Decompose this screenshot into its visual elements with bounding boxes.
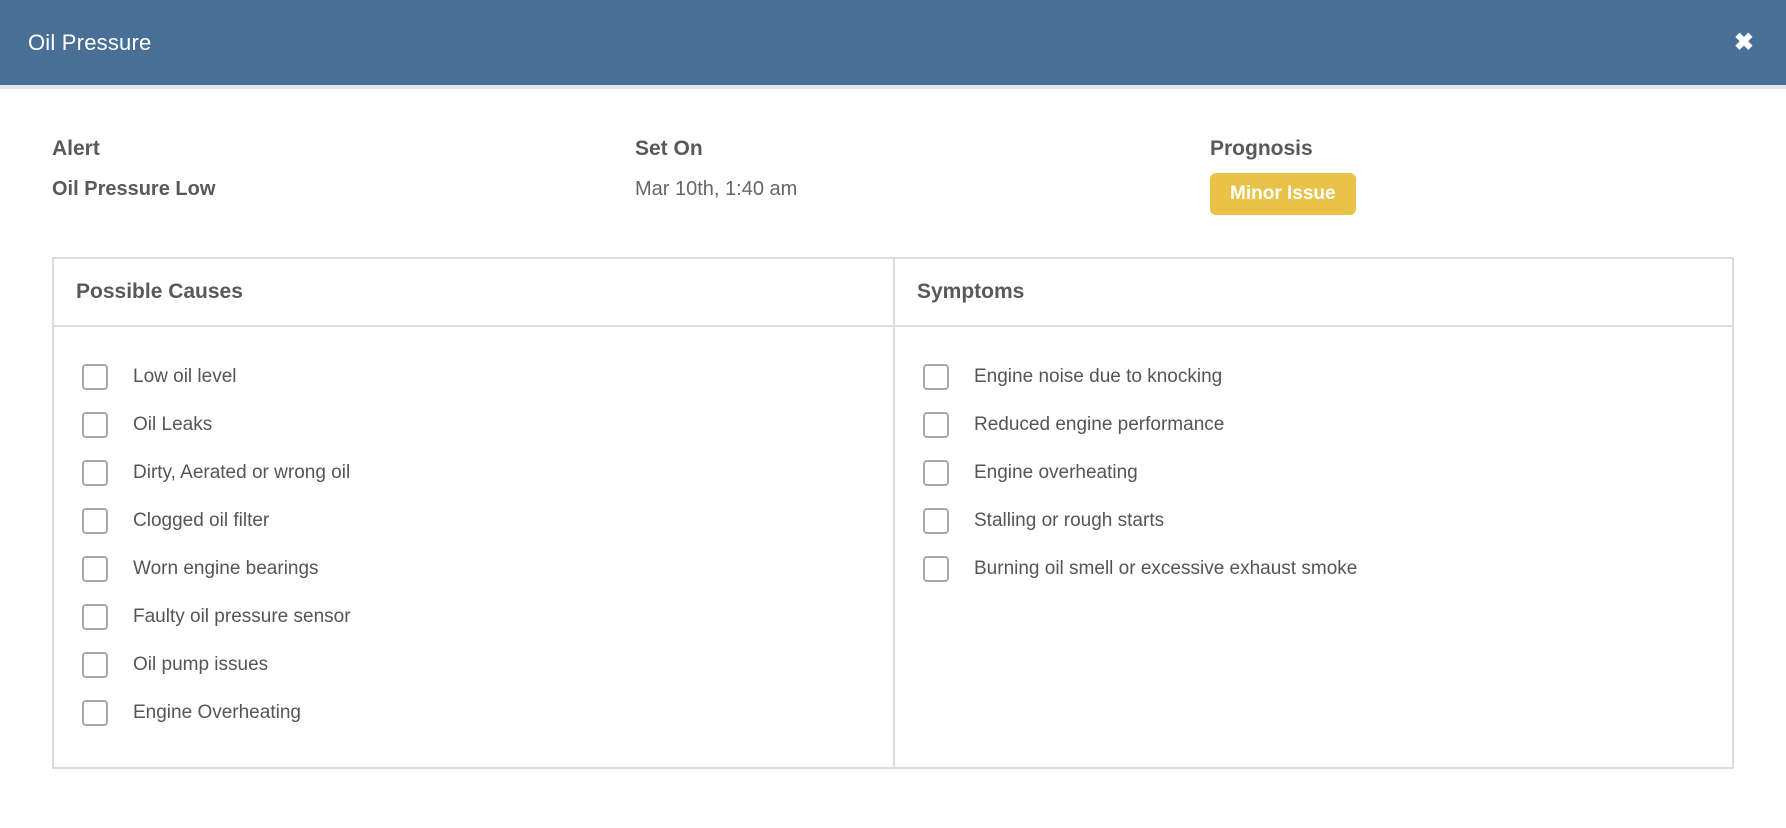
checklist-row: Reduced engine performance [895,401,1732,449]
alert-value: Oil Pressure Low [52,178,216,200]
symptoms-list: Engine noise due to knocking Reduced eng… [895,327,1732,767]
checkbox[interactable] [82,460,108,486]
checkbox[interactable] [82,652,108,678]
checklist-item-label: Oil Leaks [133,414,213,435]
symptoms-column: Symptoms Engine noise due to knocking Re… [893,259,1732,767]
checklist-row: Stalling or rough starts [895,497,1732,545]
checklist-item-label: Engine Overheating [133,702,301,723]
set-on-label: Set On [635,137,703,160]
checklist-row: Oil Leaks [54,401,893,449]
checklist-item-label: Stalling or rough starts [974,510,1165,531]
set-on-value: Mar 10th, 1:40 am [635,178,798,200]
prognosis-column: Prognosis Minor Issue [1210,136,1734,215]
checklist-row: Engine Overheating [54,689,893,737]
checkbox[interactable] [82,604,108,630]
checklist-row: Faulty oil pressure sensor [54,593,893,641]
checklist-item-label: Burning oil smell or excessive exhaust s… [974,558,1358,579]
possible-causes-column: Possible Causes Low oil level Oil Leaks … [54,259,893,767]
checklist-item-label: Engine noise due to knocking [974,366,1223,387]
checklist-row: Engine overheating [895,449,1732,497]
prognosis-badge: Minor Issue [1210,173,1356,215]
alert-label: Alert [52,137,100,160]
checkbox[interactable] [923,508,949,534]
alert-column: Alert Oil Pressure Low [52,136,635,215]
checklist-row: Clogged oil filter [54,497,893,545]
alert-info-row: Alert Oil Pressure Low Set On Mar 10th, … [0,136,1786,215]
close-button[interactable]: ✖ [1730,27,1758,59]
checklist-row: Burning oil smell or excessive exhaust s… [895,545,1732,593]
checklist-row: Worn engine bearings [54,545,893,593]
checklist-row: Low oil level [54,353,893,401]
symptoms-header: Symptoms [895,259,1732,327]
modal-header: Oil Pressure ✖ [0,0,1786,89]
checklist-row: Engine noise due to knocking [895,353,1732,401]
checkbox[interactable] [82,364,108,390]
checklist-item-label: Faulty oil pressure sensor [133,606,351,627]
checklist-item-label: Reduced engine performance [974,414,1225,435]
checkbox[interactable] [82,508,108,534]
checklist-item-label: Low oil level [133,366,237,387]
checkbox[interactable] [923,412,949,438]
checklist-item-label: Worn engine bearings [133,558,319,579]
checklist-item-label: Clogged oil filter [133,510,270,531]
causes-symptoms-table: Possible Causes Low oil level Oil Leaks … [52,257,1734,769]
checkbox[interactable] [923,364,949,390]
checkbox[interactable] [82,700,108,726]
close-icon: ✖ [1733,28,1754,56]
checkbox[interactable] [923,460,949,486]
checkbox[interactable] [82,412,108,438]
checklist-item-label: Dirty, Aerated or wrong oil [133,462,351,483]
possible-causes-header: Possible Causes [54,259,893,327]
checklist-item-label: Oil pump issues [133,654,269,675]
checklist-row: Oil pump issues [54,641,893,689]
prognosis-label: Prognosis [1210,137,1313,160]
checkbox[interactable] [82,556,108,582]
possible-causes-list: Low oil level Oil Leaks Dirty, Aerated o… [54,327,893,767]
modal-title: Oil Pressure [28,29,152,55]
checkbox[interactable] [923,556,949,582]
checklist-item-label: Engine overheating [974,462,1138,483]
set-on-column: Set On Mar 10th, 1:40 am [635,136,1210,215]
checklist-row: Dirty, Aerated or wrong oil [54,449,893,497]
